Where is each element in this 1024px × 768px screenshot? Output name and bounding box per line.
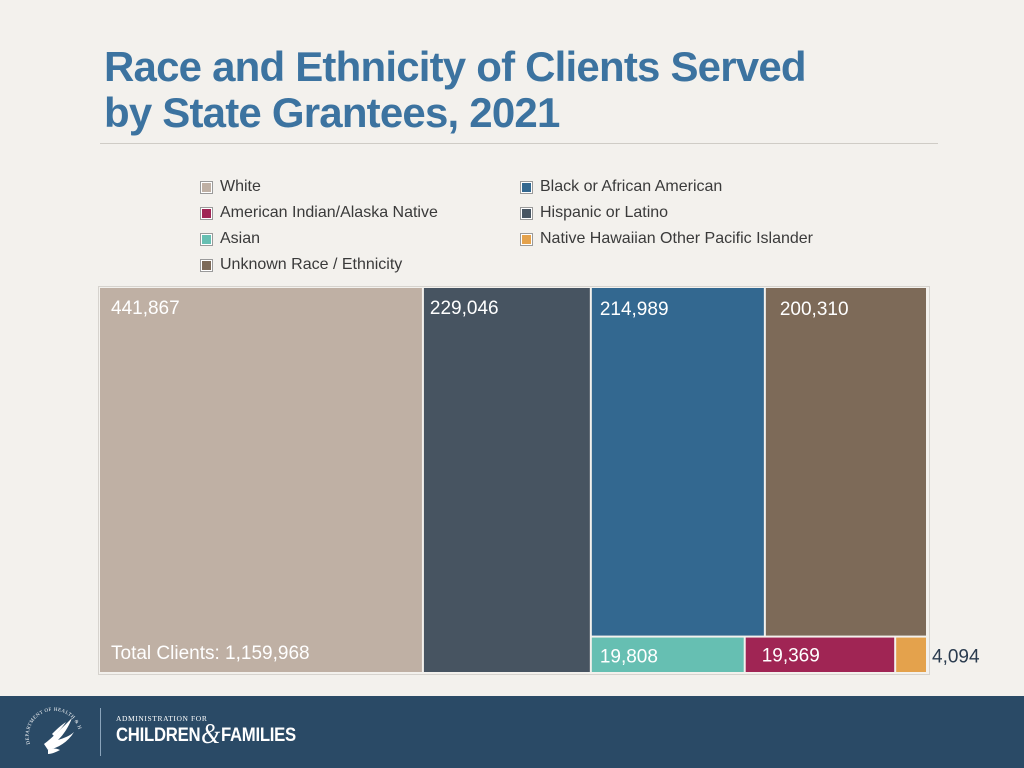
total-clients-label: Total Clients: 1,159,968	[111, 643, 310, 664]
legend-swatch	[201, 259, 212, 271]
title-line-2: by State Grantees, 2021	[104, 89, 560, 136]
legend-label: American Indian/Alaska Native	[220, 204, 438, 221]
treemap-cell-american-indian-alaska-native	[745, 637, 895, 672]
treemap-cell-native-hawaiian-other-pacific-islander	[896, 637, 926, 672]
acf-logo-children: CHILDREN	[116, 725, 201, 746]
title-line-1: Race and Ethnicity of Clients Served	[104, 43, 807, 90]
acf-logo-ampersand: &	[201, 719, 221, 750]
acf-logo-small-text: ADMINISTRATION FOR	[116, 714, 208, 723]
legend-label: Asian	[220, 230, 261, 247]
legend-item-black-or-african-american: Black or African American	[521, 178, 722, 196]
legend-swatch	[521, 233, 532, 245]
legend-item-american-indian-alaska-native: American Indian/Alaska Native	[201, 204, 438, 222]
legend-label: Hispanic or Latino	[540, 204, 669, 221]
legend-swatch	[201, 181, 212, 193]
acf-logo: ADMINISTRATION FOR CHILDREN&FAMILIES	[116, 714, 320, 749]
treemap-frame	[98, 286, 930, 675]
title-divider	[100, 143, 938, 144]
data-label-asian: 19,808	[600, 647, 658, 668]
data-label-unknown-race-ethnicity: 200,310	[780, 299, 849, 320]
footer-bar: DEPARTMENT OF HEALTH & HUMAN SERVICES US…	[0, 696, 1024, 768]
treemap-cell-hispanic-or-latino	[423, 288, 590, 672]
legend-swatch	[201, 233, 212, 245]
legend-label: Unknown Race / Ethnicity	[220, 256, 403, 273]
legend-item-white: White	[201, 178, 261, 196]
legend-item-native-hawaiian-other-pacific-islander: Native Hawaiian Other Pacific Islander	[521, 230, 813, 248]
treemap-cell-unknown-race-ethnicity	[765, 288, 926, 636]
treemap-cell-black-or-african-american	[591, 288, 764, 636]
hhs-seal: DEPARTMENT OF HEALTH & HUMAN SERVICES US…	[20, 701, 88, 760]
legend-item-asian: Asian	[201, 230, 260, 248]
data-label-white: 441,867	[111, 298, 180, 319]
treemap-cell-white	[100, 288, 422, 672]
data-label-hispanic-or-latino: 229,046	[430, 298, 499, 319]
acf-logo-wordmark: CHILDREN&FAMILIES	[116, 721, 296, 749]
data-label-american-indian-alaska-native: 19,369	[762, 646, 820, 667]
treemap-cell-asian	[591, 637, 744, 672]
legend-label: White	[220, 178, 261, 195]
data-label-native-hawaiian-other-pacific-islander: 4,094	[932, 647, 980, 668]
data-label-black-or-african-american: 214,989	[600, 299, 669, 320]
legend-swatch	[201, 207, 212, 219]
footer-divider	[100, 708, 101, 756]
legend-swatch	[521, 181, 532, 193]
acf-logo-families: FAMILIES	[220, 725, 296, 746]
legend-label: Native Hawaiian Other Pacific Islander	[540, 230, 814, 247]
legend-label: Black or African American	[540, 178, 723, 195]
treemap-chart: 441,867 229,046 214,989 200,310 19,808 19,369…	[100, 288, 980, 672]
legend-swatch	[521, 207, 532, 219]
hhs-eagle-seal-icon: DEPARTMENT OF HEALTH & HUMAN SERVICES US…	[20, 701, 81, 754]
legend-item-hispanic-or-latino: Hispanic or Latino	[521, 204, 668, 222]
legend-item-unknown-race-ethnicity: Unknown Race / Ethnicity	[201, 256, 402, 274]
page-title: Race and Ethnicity of Clients Served by …	[104, 43, 807, 136]
